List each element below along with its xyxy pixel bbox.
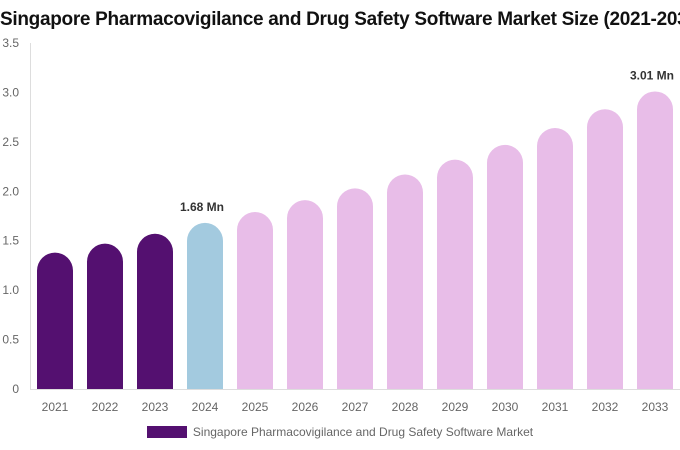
- y-tick-label: 1.5: [2, 234, 19, 248]
- legend-label: Singapore Pharmacovigilance and Drug Saf…: [192, 425, 534, 439]
- y-tick-label: 1.0: [2, 283, 19, 297]
- bar-2024: [187, 222, 223, 389]
- x-tick-label: 2022: [92, 400, 119, 414]
- x-tick-label: 2029: [442, 400, 469, 414]
- bar-2029: [437, 159, 473, 389]
- bar-2022: [87, 243, 123, 389]
- bar-2032: [587, 109, 623, 390]
- x-tick-label: 2030: [492, 400, 519, 414]
- x-tick-label: 2033: [642, 400, 669, 414]
- data-label: 3.01 Mn: [630, 68, 674, 82]
- y-tick-label: 0: [12, 382, 19, 396]
- y-tick-label: 3.5: [2, 36, 19, 50]
- bar-2027: [337, 188, 373, 389]
- y-tick-label: 0.5: [2, 333, 19, 347]
- x-tick-label: 2032: [592, 400, 619, 414]
- x-tick-label: 2031: [542, 400, 569, 414]
- bar-2026: [287, 200, 323, 389]
- bar-2033: [637, 91, 673, 390]
- y-tick-label: 3.0: [2, 85, 19, 99]
- bar-2023: [137, 233, 173, 389]
- legend: Singapore Pharmacovigilance and Drug Saf…: [0, 425, 680, 439]
- x-tick-label: 2027: [342, 400, 369, 414]
- bar-2030: [487, 144, 523, 389]
- x-tick-label: 2023: [142, 400, 169, 414]
- chart-title: Singapore Pharmacovigilance and Drug Saf…: [0, 9, 680, 30]
- legend-swatch: [146, 426, 187, 438]
- bar-2031: [537, 128, 573, 389]
- y-tick-label: 2.5: [2, 135, 19, 149]
- x-tick-label: 2021: [42, 400, 69, 414]
- data-label: 1.68 Mn: [180, 200, 224, 214]
- x-tick-label: 2026: [292, 400, 319, 414]
- bar-2025: [237, 212, 273, 389]
- bar-2021: [37, 252, 73, 389]
- bar-2028: [387, 174, 423, 389]
- y-tick-label: 2.0: [2, 184, 19, 198]
- x-tick-label: 2028: [392, 400, 419, 414]
- x-tick-label: 2025: [242, 400, 269, 414]
- x-tick-label: 2024: [192, 400, 219, 414]
